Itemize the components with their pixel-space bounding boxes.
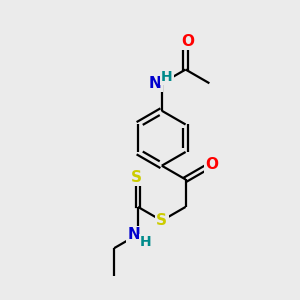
Text: O: O <box>181 34 194 49</box>
Text: H: H <box>161 70 172 84</box>
Text: N: N <box>148 76 161 91</box>
Text: O: O <box>205 157 218 172</box>
Text: S: S <box>130 170 142 185</box>
Text: N: N <box>128 227 140 242</box>
Text: H: H <box>140 235 152 249</box>
Text: S: S <box>156 213 167 228</box>
